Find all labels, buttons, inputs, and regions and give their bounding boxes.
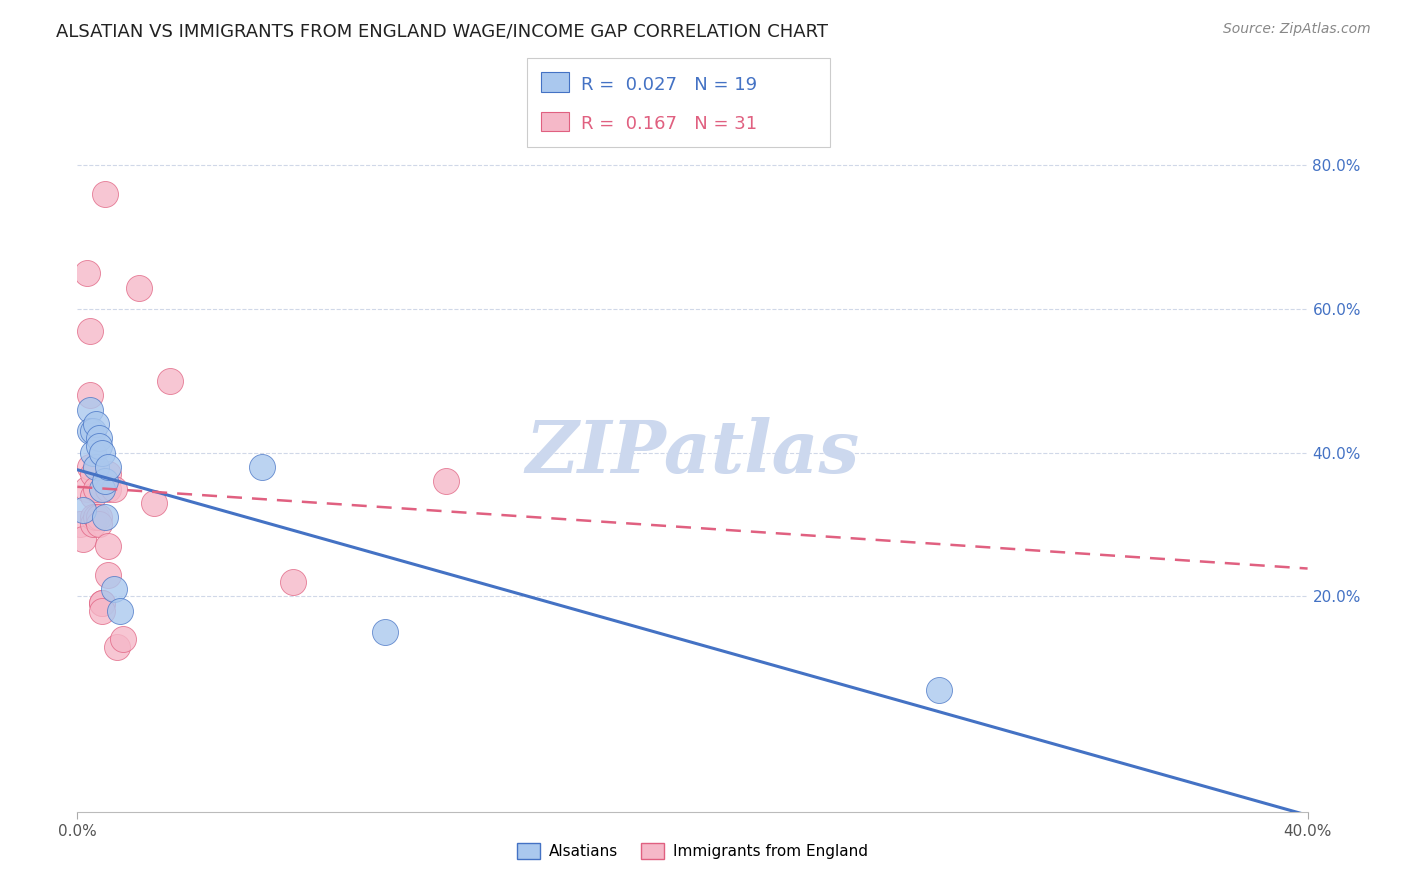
Point	[82, 489, 104, 503]
Point	[97, 467, 120, 482]
Point	[84, 482, 107, 496]
Point	[87, 438, 110, 452]
Point	[84, 510, 107, 524]
Point	[76, 266, 98, 280]
Point	[90, 604, 114, 618]
Point	[72, 503, 94, 517]
Point	[105, 640, 128, 654]
Point	[90, 482, 114, 496]
Point	[82, 445, 104, 460]
Point	[82, 510, 104, 524]
Text: Source: ZipAtlas.com: Source: ZipAtlas.com	[1223, 22, 1371, 37]
Point	[82, 424, 104, 438]
Point	[143, 496, 166, 510]
Point	[97, 460, 120, 475]
Point	[69, 517, 91, 532]
Point	[79, 424, 101, 438]
Point	[79, 460, 101, 475]
Point	[87, 517, 110, 532]
Point	[94, 510, 117, 524]
Point	[87, 431, 110, 445]
Point	[84, 417, 107, 431]
Point	[928, 682, 950, 697]
Point	[76, 482, 98, 496]
Point	[250, 460, 273, 475]
Text: ZIPatlas: ZIPatlas	[526, 417, 859, 488]
Point	[97, 567, 120, 582]
Point	[128, 280, 150, 294]
Point	[103, 582, 125, 596]
Point	[436, 475, 458, 489]
Point	[82, 517, 104, 532]
Legend: Alsatians, Immigrants from England: Alsatians, Immigrants from England	[510, 837, 875, 865]
Point	[90, 597, 114, 611]
Point	[84, 460, 107, 475]
Point	[82, 467, 104, 482]
Point	[90, 597, 114, 611]
Point	[79, 388, 101, 402]
Point	[94, 475, 117, 489]
Point	[374, 625, 396, 640]
Text: R =  0.027   N = 19: R = 0.027 N = 19	[581, 76, 756, 94]
Point	[90, 445, 114, 460]
Point	[79, 402, 101, 417]
Point	[79, 324, 101, 338]
Point	[281, 574, 304, 589]
Point	[72, 532, 94, 546]
Text: R =  0.167   N = 31: R = 0.167 N = 31	[581, 115, 756, 133]
Point	[97, 482, 120, 496]
Point	[87, 510, 110, 524]
Point	[103, 482, 125, 496]
Point	[97, 539, 120, 553]
Text: ALSATIAN VS IMMIGRANTS FROM ENGLAND WAGE/INCOME GAP CORRELATION CHART: ALSATIAN VS IMMIGRANTS FROM ENGLAND WAGE…	[56, 22, 828, 40]
Point	[94, 187, 117, 202]
Point	[159, 374, 181, 388]
Point	[112, 632, 135, 647]
Point	[110, 604, 132, 618]
